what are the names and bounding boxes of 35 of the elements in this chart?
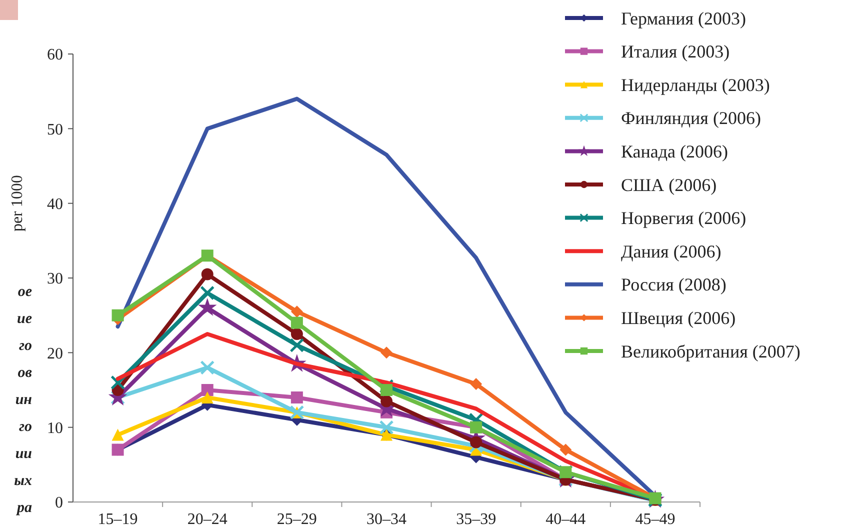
legend-label: Швеция (2006) <box>621 308 736 328</box>
legend-label: Германия (2003) <box>621 8 746 28</box>
text: ин <box>15 392 32 408</box>
text: ии <box>15 446 32 462</box>
text: ов <box>18 365 32 381</box>
y-tick-label: 40 <box>47 196 63 213</box>
text: ие <box>17 311 32 327</box>
text: го <box>18 338 32 354</box>
legend-label: Норвегия (2006) <box>621 208 746 228</box>
legend-label: Финляндия (2006) <box>621 108 761 128</box>
legend-label: Великобритания (2007) <box>621 341 800 362</box>
x-tick-label: 45–49 <box>635 511 676 528</box>
x-tick-label: 40–44 <box>546 511 586 528</box>
x-tick-label: 20–24 <box>187 511 228 528</box>
text: го <box>18 419 32 435</box>
x-tick-label: 30–34 <box>366 511 406 528</box>
text: ра <box>15 500 32 516</box>
legend-label: США (2006) <box>621 174 717 195</box>
y-tick-label: 0 <box>55 494 63 512</box>
y-axis-title: per 1000 <box>9 175 26 232</box>
text: ое <box>18 284 32 300</box>
y-tick-label: 60 <box>47 46 63 64</box>
text: ых <box>14 473 32 489</box>
x-tick-label: 15–19 <box>98 511 138 528</box>
legend-label: Канада (2006) <box>621 142 728 162</box>
legend-label: Италия (2003) <box>621 42 730 62</box>
y-tick-label: 10 <box>47 420 63 437</box>
y-tick-label: 50 <box>47 121 63 138</box>
legend-label: Нидерланды (2003) <box>621 74 770 95</box>
y-tick-label: 20 <box>47 345 63 362</box>
legend-label: Дания (2006) <box>621 241 722 262</box>
x-tick-label: 35–39 <box>456 511 496 528</box>
legend-label: Россия (2008) <box>621 274 726 295</box>
y-tick-label: 30 <box>47 270 63 288</box>
x-tick-label: 25–29 <box>276 511 317 528</box>
